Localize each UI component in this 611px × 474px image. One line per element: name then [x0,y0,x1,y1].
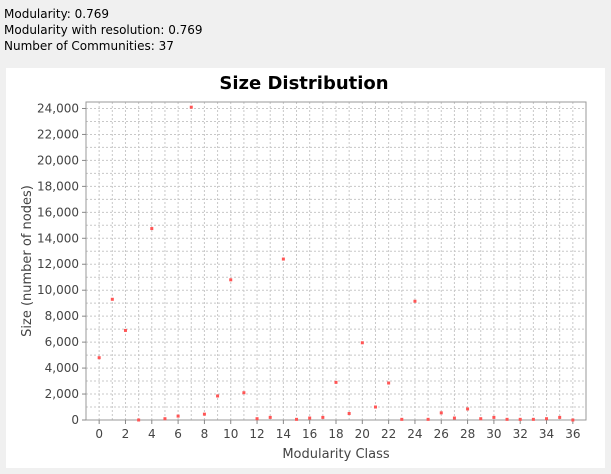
x-tick-label: 14 [276,427,291,441]
x-tick-label: 10 [223,427,238,441]
data-point [334,380,338,384]
x-tick-label: 16 [302,427,317,441]
data-point [189,105,193,109]
x-tick-label: 22 [381,427,396,441]
data-point [452,416,456,420]
y-tick-label: 14,000 [37,231,79,245]
x-axis-ticks: 0 2 4 6 8 10 12 14 16 18 20 22 24 26 28 30 32 34 36 [95,420,580,441]
data-point [295,417,299,421]
data-point [387,381,391,385]
plot-area-frame [85,101,587,421]
data-point [479,417,483,421]
y-tick-label: 18,000 [37,179,79,193]
data-point [97,356,101,360]
data-point [123,328,127,332]
y-axis-label: Size (number of nodes) [20,185,35,337]
data-point [308,416,312,420]
data-point [505,417,509,421]
y-tick-label: 6,000 [45,335,79,349]
x-tick-label: 34 [539,427,554,441]
chart-svg: Size Distribution 0 2,000 4,000 6,000 8,000 1… [20,73,587,462]
data-point [281,257,285,261]
x-tick-label: 36 [565,427,580,441]
x-tick-label: 28 [460,427,475,441]
modularity-text: Modularity: 0.769 [4,7,110,21]
data-point [439,411,443,415]
data-point [518,417,522,421]
data-point [413,299,417,303]
y-tick-label: 22,000 [37,127,79,141]
stats-panel: Modularity: 0.769 Modularity with resolu… [4,6,203,54]
data-point [426,417,430,421]
data-point [150,227,154,231]
x-axis-label: Modularity Class [282,447,390,462]
x-tick-label: 8 [201,427,209,441]
data-point [202,412,206,416]
x-tick-label: 6 [174,427,182,441]
data-point [216,394,220,398]
data-point [255,417,259,421]
data-point [137,418,141,422]
y-tick-label: 8,000 [45,309,79,323]
y-axis-ticks: 0 2,000 4,000 6,000 8,000 10,000 12,000 14,000 1… [37,101,86,427]
data-point [360,341,364,345]
data-point [558,415,562,419]
data-point [373,405,377,409]
x-tick-label: 20 [355,427,370,441]
data-point [268,415,272,419]
x-tick-label: 0 [95,427,103,441]
data-point [176,414,180,418]
data-point [321,415,325,419]
y-tick-label: 0 [71,413,79,427]
data-point [545,417,549,421]
x-tick-label: 24 [407,427,422,441]
data-points [97,105,575,422]
data-point [466,407,470,411]
y-tick-label: 12,000 [37,257,79,271]
data-point [163,417,167,421]
data-point [110,297,114,301]
y-tick-label: 4,000 [45,361,79,375]
size-distribution-chart: Size Distribution 0 2,000 4,000 6,000 8,000 1… [6,68,605,468]
modularity-resolution-text: Modularity with resolution: 0.769 [4,23,203,37]
y-tick-label: 24,000 [37,101,79,115]
grid-lines [85,102,587,420]
x-tick-label: 18 [328,427,343,441]
y-tick-label: 10,000 [37,283,79,297]
data-point [347,412,351,416]
data-point [400,417,404,421]
x-tick-label: 32 [513,427,528,441]
x-tick-label: 2 [122,427,130,441]
data-point [531,417,535,421]
data-point [492,415,496,419]
y-tick-label: 20,000 [37,153,79,167]
communities-count-text: Number of Communities: 37 [4,39,174,53]
data-point [229,278,233,282]
x-tick-label: 12 [249,427,264,441]
data-point [571,418,575,422]
y-tick-label: 16,000 [37,205,79,219]
data-point [242,391,246,395]
y-tick-label: 2,000 [45,387,79,401]
x-tick-label: 4 [148,427,156,441]
x-tick-label: 26 [434,427,449,441]
chart-title: Size Distribution [219,73,388,94]
x-tick-label: 30 [486,427,501,441]
